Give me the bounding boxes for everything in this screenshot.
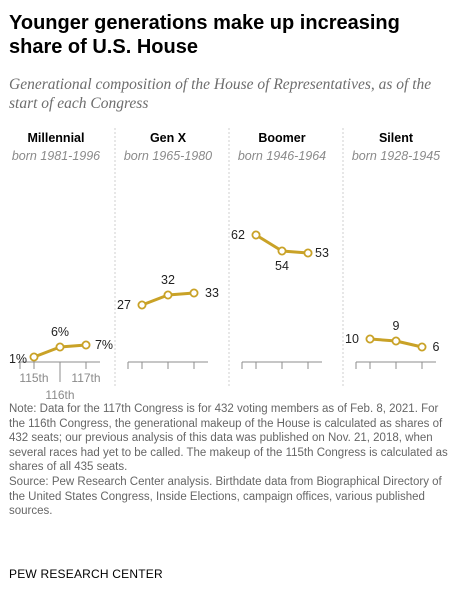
panel-title: Millennial xyxy=(28,131,85,145)
tick-label: 115th xyxy=(19,371,48,385)
data-label: 33 xyxy=(205,286,219,300)
data-point xyxy=(189,288,199,298)
tick-label: 117th xyxy=(71,371,100,385)
data-point xyxy=(303,248,313,258)
tick-label: 116th xyxy=(45,388,74,400)
data-point xyxy=(277,246,287,256)
data-point xyxy=(137,300,147,310)
data-label: 6% xyxy=(51,325,69,339)
data-label: 54 xyxy=(275,259,289,273)
chart-title: Younger generations make up increasing s… xyxy=(9,12,400,58)
brand-name: PEW RESEARCH CENTER xyxy=(9,567,163,581)
data-label: 6 xyxy=(433,340,440,354)
chart-subtitle: Generational composition of the House of… xyxy=(9,76,432,112)
data-label: 27 xyxy=(117,298,131,312)
data-point xyxy=(81,340,91,350)
panel-title: Silent xyxy=(379,131,414,145)
panel-title: Boomer xyxy=(258,131,305,145)
data-point xyxy=(163,290,173,300)
data-label: 62 xyxy=(231,228,245,242)
data-label: 32 xyxy=(161,273,175,287)
panel-born-label: born 1928-1945 xyxy=(352,149,440,163)
data-point xyxy=(251,230,261,240)
data-label: 1% xyxy=(9,352,27,366)
data-label: 7% xyxy=(95,338,113,352)
data-point xyxy=(29,352,39,362)
data-label: 9 xyxy=(393,319,400,333)
panel-title: Gen X xyxy=(150,131,187,145)
panel-born-label: born 1981-1996 xyxy=(12,149,100,163)
panel-born-label: born 1965-1980 xyxy=(124,149,212,163)
footnote: Note: Data for the 117th Congress is for… xyxy=(9,402,449,519)
source-text: Source: Pew Research Center analysis. Bi… xyxy=(9,475,442,518)
generations-line-chart: Millennial born 1981-1996 1% 6% 7% 115th 116th… xyxy=(9,128,440,400)
data-point xyxy=(55,342,65,352)
data-label: 10 xyxy=(345,332,359,346)
data-label: 53 xyxy=(315,246,329,260)
note-text: Note: Data for the 117th Congress is for… xyxy=(9,403,448,474)
data-point xyxy=(365,334,375,344)
data-point xyxy=(391,336,401,346)
panel-born-label: born 1946-1964 xyxy=(238,149,326,163)
data-point xyxy=(417,342,427,352)
